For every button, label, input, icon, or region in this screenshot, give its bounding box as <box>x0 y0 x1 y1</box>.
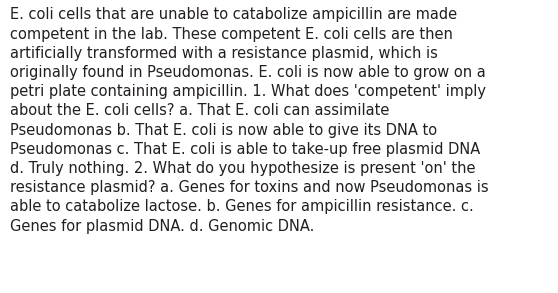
Text: E. coli cells that are unable to catabolize ampicillin are made
competent in the: E. coli cells that are unable to catabol… <box>10 7 489 234</box>
